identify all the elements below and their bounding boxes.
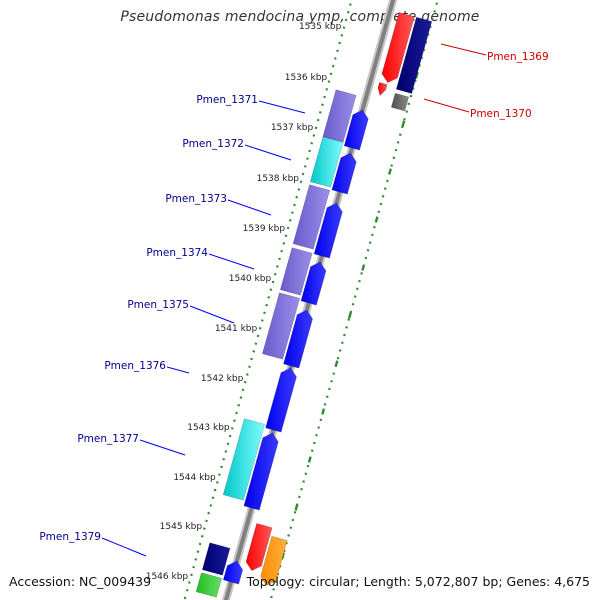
major-tick-8 — [321, 408, 326, 415]
gene-label: Pmen_1371 — [196, 94, 258, 106]
gene-pmen-1377-annotation — [222, 418, 265, 501]
gene-label: Pmen_1374 — [146, 247, 208, 259]
major-tick-6 — [347, 312, 352, 319]
gene-pmen-1377-cds — [243, 432, 279, 511]
scale-label: 1546 kbp — [146, 572, 189, 582]
gene-pmen-1380-annotation — [195, 572, 223, 598]
gene-pmen-1370-red — [377, 82, 388, 97]
scale-label: 1537 kbp — [271, 123, 314, 133]
scale-label: 1536 kbp — [285, 73, 328, 83]
major-tick-10 — [294, 504, 299, 511]
scale-label: 1538 kbp — [257, 174, 300, 184]
scale-label: 1542 kbp — [201, 374, 244, 384]
gene-outer-orange — [260, 535, 288, 586]
gene-pmen-1375-cds — [283, 309, 313, 369]
major-tick-1 — [414, 72, 419, 79]
scale-label: 1541 kbp — [215, 324, 258, 334]
gene-features — [195, 12, 433, 598]
gene-label: Pmen_1376 — [104, 360, 166, 372]
scale-track-inner — [183, 0, 353, 600]
major-tick-7 — [334, 360, 339, 367]
gene-pmen-1373-cds — [313, 202, 343, 259]
leader-line — [208, 253, 255, 270]
gene-label: Pmen_1369 — [487, 51, 549, 63]
major-tick-9 — [307, 456, 312, 463]
leader-line — [440, 43, 487, 56]
scale-label: 1543 kbp — [187, 423, 230, 433]
gene-label: Pmen_1379 — [39, 531, 101, 543]
gene-pmen-1372-annotation — [309, 136, 344, 188]
gene-pmen-1369-red — [381, 12, 415, 83]
major-tick-2 — [401, 120, 406, 127]
leader-line — [189, 305, 235, 324]
major-tick-4 — [374, 216, 379, 223]
scale-label: 1545 kbp — [160, 522, 203, 532]
gene-label: Pmen_1377 — [77, 433, 139, 445]
gene-pmen-1374-annotation — [279, 247, 313, 296]
gene-pmen-1379-annotation — [201, 542, 231, 576]
gene-pmen-1372-cds — [331, 152, 357, 195]
gene-label: Pmen_1370 — [470, 108, 532, 120]
gene-label: Pmen_1375 — [127, 299, 189, 311]
genome-summary: Topology: circular; Length: 5,072,807 bp… — [246, 574, 590, 589]
feature-labels: 1535 kbp 1536 kbp 1537 kbp 1538 kbp 1539 kbp… — [39, 22, 548, 582]
gene-pmen-1373-annotation — [292, 184, 331, 250]
leader-line — [166, 366, 190, 374]
gene-pmen-1379-cds — [222, 560, 244, 585]
leader-line — [244, 144, 292, 161]
leader-line — [101, 537, 147, 557]
major-tick-3 — [388, 168, 392, 175]
leader-line — [258, 100, 306, 114]
gene-pmen-1376-cds — [265, 367, 297, 433]
scale-label: 1544 kbp — [173, 473, 216, 483]
gene-pmen-1369-navy — [395, 16, 433, 94]
leader-line — [227, 199, 272, 216]
major-tick-5 — [361, 264, 366, 271]
gene-pmen-1371-cds — [343, 109, 369, 151]
leader-line — [423, 98, 470, 113]
gene-outer-red — [245, 523, 273, 571]
gene-pmen-1374-cds — [300, 261, 327, 306]
leader-line — [139, 439, 186, 456]
gene-pmen-1375-annotation — [262, 292, 301, 360]
gene-label: Pmen_1372 — [182, 138, 244, 150]
scale-label: 1535 kbp — [299, 22, 342, 32]
accession-info: Accession: NC_009439 — [9, 574, 152, 589]
scale-label: 1540 kbp — [229, 274, 272, 284]
gene-pmen-1370-gray — [390, 92, 410, 112]
scale-label: 1539 kbp — [243, 224, 286, 234]
gene-label: Pmen_1373 — [165, 193, 227, 205]
